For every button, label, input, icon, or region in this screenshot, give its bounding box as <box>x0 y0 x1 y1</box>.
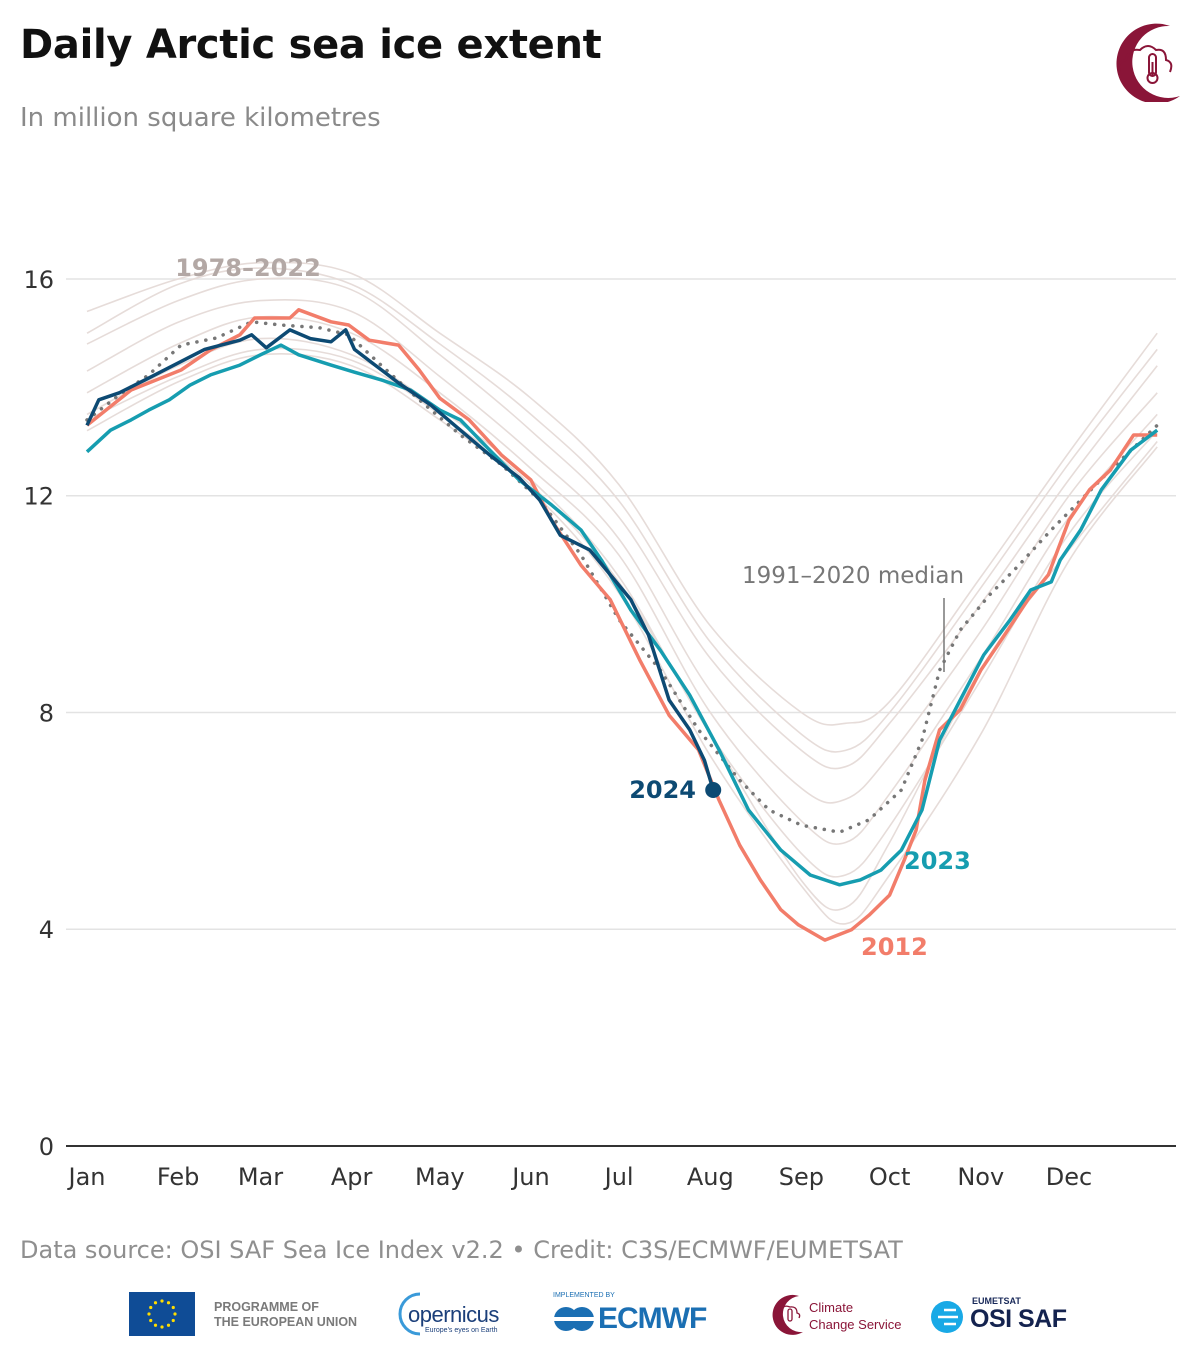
median-label: 1991–2020 median <box>742 563 964 589</box>
eu-star-icon <box>160 1325 164 1329</box>
axes: 0 4 8 12 16 Jan Feb Mar Apr May Jun Jul Aug Sep Oct Nov… <box>23 266 1176 1191</box>
line-2023 <box>85 343 1159 887</box>
eu-star-icon <box>160 1299 164 1303</box>
eu-text-line1: PROGRAMME OF <box>214 1300 319 1314</box>
x-tick-label: Nov <box>957 1163 1004 1191</box>
y-tick-label: 8 <box>39 699 54 727</box>
eu-star-icon <box>173 1312 177 1316</box>
ecmwf-logo-icon <box>553 1307 595 1331</box>
climate-change-service-logo-icon <box>772 1294 803 1335</box>
latest-2024-point <box>705 781 722 798</box>
y-tick-label: 4 <box>39 916 54 944</box>
label-2012: 2012 <box>861 933 928 961</box>
eu-star-icon <box>166 1301 171 1305</box>
line-2012 <box>85 308 1158 942</box>
x-tick-label: Aug <box>687 1163 734 1191</box>
c3s-logo-icon <box>1116 23 1180 102</box>
eu-star-icon <box>149 1305 153 1310</box>
osi-saf-logo-icon <box>931 1301 963 1333</box>
climate-change-service-logo: Climate Change Service <box>809 1299 902 1333</box>
label-2024: 2024 <box>629 776 696 804</box>
copernicus-logo: opernicus <box>408 1302 499 1327</box>
annotations: 1978–2022 1991–2020 median 2024 2023 2012 <box>175 254 971 961</box>
eu-star-icon <box>166 1323 171 1327</box>
copernicus-tagline: Europe's eyes on Earth <box>425 1327 498 1334</box>
partner-logos: PROGRAMME OF THE EUROPEAN UNION opernicu… <box>0 1290 1200 1340</box>
eu-star-icon <box>147 1312 151 1316</box>
ccs-text-line2: Change Service <box>809 1317 902 1332</box>
gridlines <box>66 278 1176 930</box>
historical-year-line <box>86 298 1158 804</box>
x-tick-label: Feb <box>157 1163 200 1191</box>
sea-ice-chart: 0 4 8 12 16 Jan Feb Mar Apr May Jun Jul Aug Sep Oct Nov… <box>23 254 1176 1191</box>
eu-star-icon <box>171 1305 175 1310</box>
historical-label: 1978–2022 <box>175 254 321 282</box>
eu-flag-icon <box>129 1292 195 1336</box>
implemented-by-text: IMPLEMENTED BY <box>553 1292 615 1299</box>
x-tick-label: Oct <box>869 1163 911 1191</box>
x-tick-label: Jan <box>67 1163 106 1191</box>
x-tick-label: Apr <box>331 1163 373 1191</box>
historical-year-line <box>86 267 1158 753</box>
eu-star-icon <box>153 1323 158 1327</box>
osi-saf-logo: OSI SAF <box>970 1305 1067 1333</box>
x-tick-label: Jul <box>603 1163 634 1191</box>
x-tick-label: Dec <box>1046 1163 1092 1191</box>
x-tick-label: Jun <box>510 1163 550 1191</box>
page-title: Daily Arctic sea ice extent <box>20 22 602 68</box>
historical-year-line <box>86 277 1158 770</box>
eu-text-line2: THE EUROPEAN UNION <box>214 1315 358 1329</box>
ecmwf-logo: ECMWF <box>598 1302 707 1335</box>
series-lines <box>85 308 1159 942</box>
line-2024 <box>85 328 715 791</box>
chart-subtitle: In million square kilometres <box>20 103 381 133</box>
eu-star-icon <box>171 1318 175 1323</box>
eu-star-icon <box>149 1318 153 1323</box>
x-tick-label: Mar <box>238 1163 283 1191</box>
x-tick-label: May <box>415 1163 465 1191</box>
y-tick-label: 16 <box>23 266 54 294</box>
label-2023: 2023 <box>904 847 971 875</box>
y-tick-label: 0 <box>39 1133 54 1161</box>
eu-star-icon <box>153 1301 158 1305</box>
data-source-credit: Data source: OSI SAF Sea Ice Index v2.2 … <box>20 1236 903 1264</box>
y-tick-label: 12 <box>23 483 54 511</box>
eumetsat-text: EUMETSAT <box>972 1296 1021 1306</box>
historical-year-line <box>86 347 1158 911</box>
copernicus-logo-icon <box>398 1292 421 1336</box>
x-tick-label: Sep <box>779 1163 824 1191</box>
historical-year-line <box>86 261 1158 726</box>
median-line <box>85 320 1159 834</box>
ccs-text-line1: Climate <box>809 1300 854 1315</box>
eu-programme-logo: PROGRAMME OF THE EUROPEAN UNION <box>214 1300 357 1330</box>
